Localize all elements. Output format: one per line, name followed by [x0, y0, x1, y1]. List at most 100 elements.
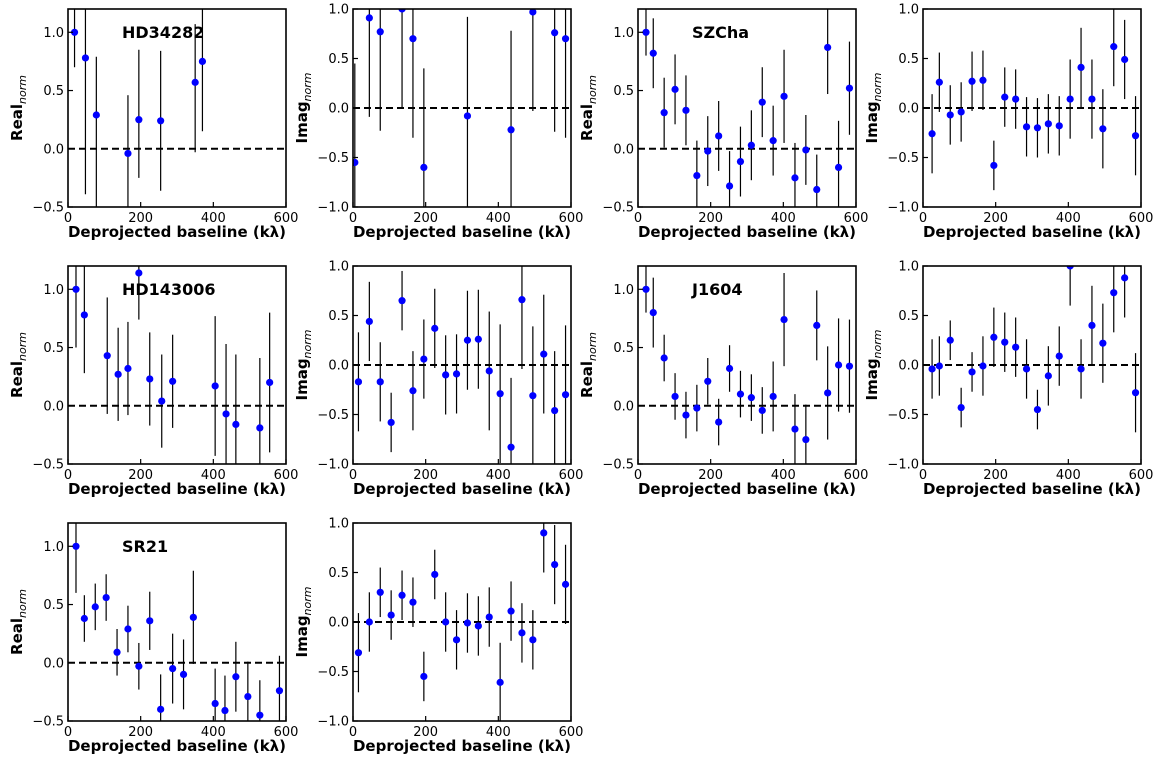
axes-frame	[352, 522, 572, 722]
y-axis-label-main: Real	[578, 361, 596, 398]
data-point	[169, 377, 177, 385]
data-point	[102, 593, 110, 602]
data-point	[442, 371, 450, 379]
y-tick-label: 1.0	[898, 260, 919, 275]
x-tick-label: 200	[413, 468, 438, 483]
y-axis-label: Imagnorm	[863, 72, 884, 143]
data-points	[353, 9, 570, 207]
data-point	[365, 317, 373, 326]
data-point	[1088, 321, 1096, 329]
data-point	[957, 403, 965, 412]
x-tick-label: 600	[559, 468, 584, 483]
y-tick-label: 1.0	[43, 283, 64, 298]
y-tick-label: −1.0	[317, 201, 349, 216]
data-points	[354, 266, 570, 464]
axes-frame	[352, 265, 572, 465]
y-axis-label-subscript: norm	[871, 329, 884, 358]
data-point	[169, 664, 177, 673]
data-point	[221, 706, 229, 715]
y-tick-label: 0.0	[613, 142, 634, 157]
y-tick-label: −1.0	[887, 201, 919, 216]
x-tick-label: 600	[1129, 468, 1154, 483]
data-point	[365, 618, 373, 626]
data-point	[431, 324, 439, 332]
x-tick-label: 600	[1129, 211, 1154, 226]
x-tick-label: 0	[64, 725, 72, 740]
data-point	[146, 617, 154, 625]
y-axis-label-subscript: norm	[586, 75, 599, 104]
data-point	[353, 158, 359, 167]
data-point	[715, 418, 723, 426]
source-label: J1604	[691, 280, 742, 299]
data-point	[354, 649, 363, 657]
y-axis-label: Realnorm	[8, 332, 29, 398]
data-point	[769, 392, 777, 401]
source-label: SZCha	[692, 23, 749, 42]
data-point	[1012, 343, 1020, 351]
data-point	[1044, 120, 1052, 128]
data-point	[1131, 389, 1140, 397]
x-tick-label: 200	[413, 725, 438, 740]
panel-9: 0 200 400 600 −1.0 −0.5 0.0 0.5 1.0 Deprojected b…	[293, 517, 583, 756]
data-point	[211, 382, 219, 390]
x-tick-label: 200	[128, 725, 153, 740]
axes-frame	[637, 265, 857, 465]
data-point	[256, 424, 264, 432]
y-axis-label-subscript: norm	[586, 332, 599, 361]
data-point	[802, 146, 810, 154]
y-tick-label: 1.0	[613, 283, 634, 298]
data-point	[551, 406, 559, 415]
data-point	[158, 397, 166, 405]
data-point	[990, 161, 998, 170]
y-tick-label: 0.5	[328, 309, 349, 324]
x-tick-label: 200	[983, 468, 1008, 483]
data-point	[758, 406, 766, 415]
source-label: HD143006	[122, 280, 215, 299]
y-tick-label: 0.0	[613, 399, 634, 414]
data-point	[507, 607, 515, 615]
data-points	[642, 9, 854, 207]
data-point	[693, 404, 701, 412]
data-point	[1055, 122, 1063, 130]
data-point	[682, 411, 690, 419]
data-point	[704, 377, 712, 385]
data-point	[979, 362, 987, 370]
data-point	[420, 355, 428, 363]
data-point	[979, 76, 987, 84]
data-point	[802, 435, 810, 444]
x-tick-label: 400	[201, 211, 226, 226]
data-point	[946, 111, 954, 119]
y-tick-label: −0.5	[32, 201, 64, 216]
y-tick-label: 0.0	[898, 102, 919, 117]
x-tick-label: 0	[64, 468, 72, 483]
data-point	[928, 365, 936, 373]
data-point	[1099, 339, 1107, 347]
y-tick-label: 0.5	[898, 309, 919, 324]
axes-frame	[922, 8, 1142, 208]
data-point	[398, 9, 406, 13]
data-point	[463, 619, 472, 627]
data-point	[463, 336, 472, 344]
y-tick-label: 1.0	[43, 26, 64, 41]
data-point	[1121, 55, 1129, 64]
y-tick-label: −0.5	[32, 715, 64, 730]
data-point	[540, 350, 548, 358]
data-point	[387, 418, 395, 427]
y-tick-label: 1.0	[898, 3, 919, 18]
y-axis-label-subscript: norm	[16, 332, 29, 361]
data-point	[124, 364, 132, 373]
data-point	[420, 672, 428, 681]
y-tick-label: −0.5	[317, 665, 349, 680]
y-axis-label-main: Imag	[863, 358, 881, 400]
data-point	[561, 35, 570, 43]
data-point	[1033, 405, 1042, 414]
data-point	[704, 147, 712, 155]
x-axis-label: Deprojected baseline (kλ)	[68, 480, 286, 498]
data-point	[146, 375, 154, 383]
y-tick-label: 0.0	[43, 656, 64, 671]
data-point	[474, 335, 482, 343]
data-point	[103, 352, 111, 360]
data-point	[1077, 365, 1085, 373]
x-axis-label: Deprojected baseline (kλ)	[353, 223, 571, 241]
data-point	[813, 321, 821, 329]
